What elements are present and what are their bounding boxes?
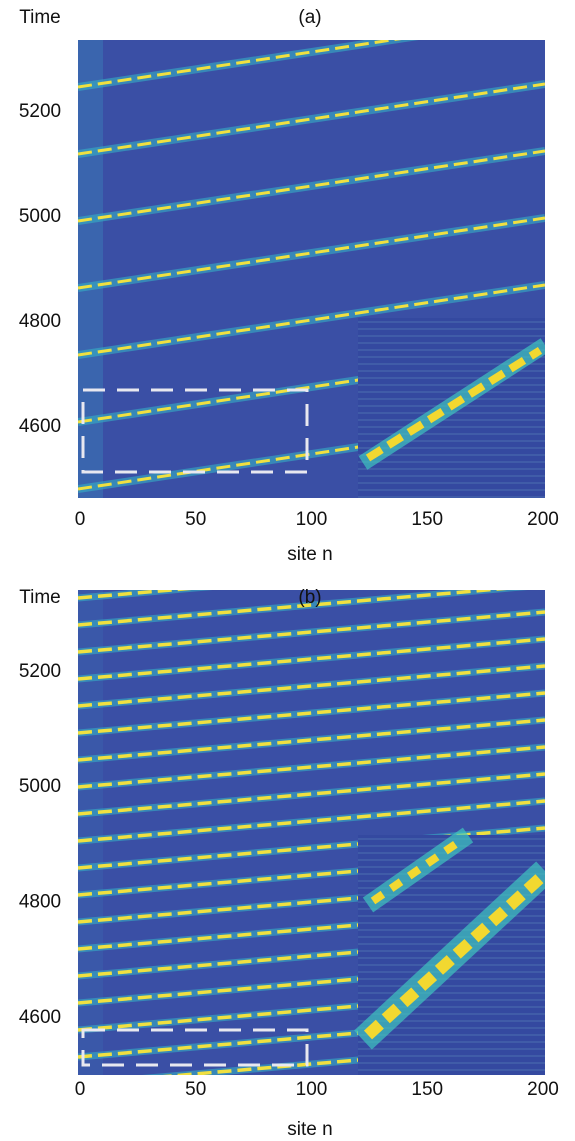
stripe-halo [78,590,213,602]
x-tick-label: 50 [185,509,206,530]
inset-wave [370,835,466,905]
heatmap [78,40,545,498]
y-tick-label: 5000 [19,206,61,227]
heatmap [78,590,545,1075]
zoom-box [81,1028,309,1067]
zoom-box [81,388,309,474]
stripe [78,590,508,627]
y-tick-label: 4800 [19,311,61,332]
x-tick-label: 150 [411,509,443,530]
left-edge-glow [78,40,103,498]
y-tick-label: 5000 [19,776,61,797]
x-tick-label: 100 [296,1079,328,1100]
y-tick-label: 5200 [19,101,61,122]
stripe [78,216,545,290]
stripe [78,718,545,762]
stripe [78,664,545,708]
x-axis-label: site n [287,1119,332,1140]
x-tick-label: 0 [75,509,86,530]
stripe [78,637,545,681]
y-tick-label: 4600 [19,1007,61,1028]
stripe [78,82,545,156]
stripe [78,772,545,816]
inset-wave [365,347,543,462]
stripe [78,283,545,357]
stripe [78,799,545,843]
x-tick-label: 0 [75,1079,86,1100]
stripe [78,149,545,223]
x-tick-label: 150 [411,1079,443,1100]
y-axis-label: Time [19,7,61,28]
stripe [78,691,545,735]
x-tick-label: 100 [296,509,328,530]
x-axis-label: site n [287,544,332,565]
panel-title: (a) [298,7,321,28]
panel: 0 50 100 150 200 4600 4800 5000 5200 (b) Time site … [19,587,559,1140]
x-tick-label: 200 [527,509,559,530]
stripe [78,745,545,789]
left-edge-glow [78,590,103,1075]
panel: 0 50 100 150 200 4600 4800 5000 5200 (a) Time site … [19,7,559,565]
y-tick-label: 5200 [19,661,61,682]
stripe [78,610,545,654]
inset-wave [363,873,545,1040]
stripe-halo [78,40,419,91]
y-tick-label: 4600 [19,416,61,437]
panel-title: (b) [298,587,321,608]
x-tick-label: 200 [527,1079,559,1100]
y-tick-label: 4800 [19,892,61,913]
y-axis-label: Time [19,587,61,608]
x-tick-label: 50 [185,1079,206,1100]
